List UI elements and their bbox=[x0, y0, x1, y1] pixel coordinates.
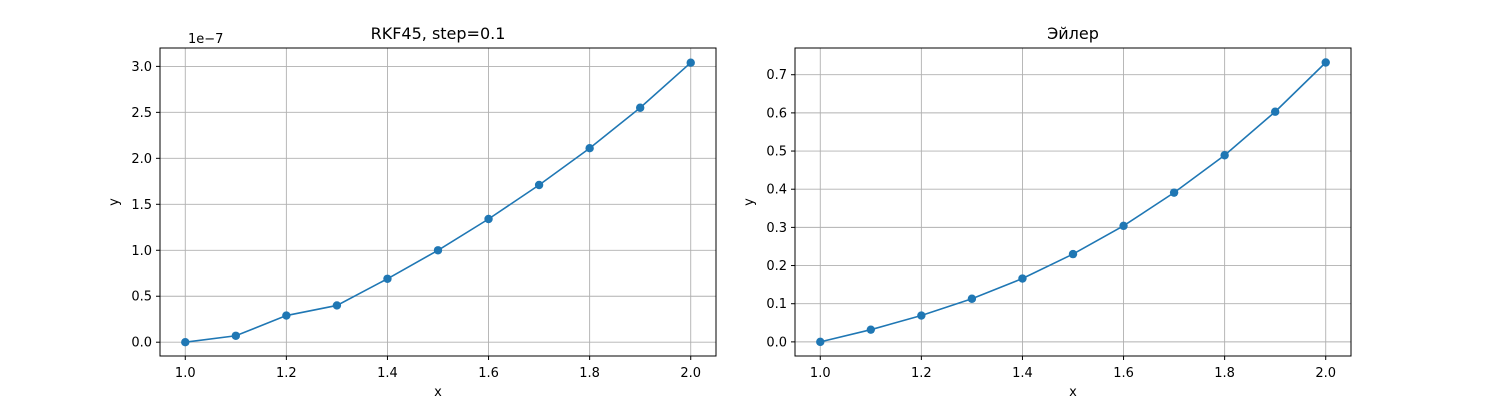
x-tick-label: 1.6 bbox=[1113, 366, 1134, 381]
data-point bbox=[332, 301, 342, 310]
y-tick-label: 0.2 bbox=[766, 259, 787, 274]
data-point bbox=[585, 144, 594, 153]
y-tick-label: 0.0 bbox=[131, 336, 152, 351]
data-point bbox=[1119, 221, 1128, 231]
data-point bbox=[383, 274, 392, 283]
y-offset-text: 1e−7 bbox=[188, 32, 223, 47]
x-tick-label: 1.2 bbox=[911, 366, 932, 381]
chart-title: Эйлер bbox=[1047, 24, 1099, 43]
x-tick-label: 1.4 bbox=[377, 366, 398, 381]
chart-rkf45: 1.0 1.2 1.4 1.6 1.8 2.0 0.0 0.5 1.0 1.5 2.0 2.5 3.0 R… bbox=[107, 24, 717, 400]
data-point bbox=[1018, 274, 1027, 283]
data-point bbox=[534, 180, 544, 190]
data-point bbox=[967, 294, 977, 303]
chart-euler: 1.0 1.2 1.4 1.6 1.8 2.0 0.0 0.1 0.2 0.3 0.4 0.5 0.6 0… bbox=[742, 24, 1352, 400]
x-tick-label: 1.4 bbox=[1012, 366, 1033, 381]
y-tick-label: 2.0 bbox=[131, 152, 152, 167]
data-point bbox=[1321, 58, 1330, 67]
y-tick-label: 0.6 bbox=[766, 106, 787, 121]
x-tick-label: 2.0 bbox=[1315, 366, 1336, 381]
y-tick-label: 1.0 bbox=[131, 244, 152, 259]
y-tick-label: 0.5 bbox=[131, 290, 152, 305]
x-tick-label: 1.0 bbox=[810, 366, 831, 381]
plot-frame bbox=[794, 47, 1352, 357]
data-point bbox=[686, 58, 695, 67]
data-point bbox=[1220, 151, 1229, 160]
x-axis-label: x bbox=[434, 385, 442, 400]
series-line bbox=[185, 62, 692, 344]
x-tick-label: 1.2 bbox=[276, 366, 297, 381]
data-point bbox=[181, 338, 190, 347]
y-tick-label: 0.0 bbox=[766, 335, 787, 350]
y-tick-label: 0.4 bbox=[766, 183, 787, 198]
y-tick-label: 3.0 bbox=[131, 60, 152, 75]
y-axis-label: y bbox=[742, 198, 757, 206]
series-line bbox=[820, 61, 1327, 343]
x-tick-label: 1.8 bbox=[579, 366, 600, 381]
chart-title: RKF45, step=0.1 bbox=[371, 24, 506, 43]
data-point bbox=[1270, 107, 1280, 116]
x-tick-label: 1.6 bbox=[478, 366, 499, 381]
plot-frame bbox=[159, 47, 717, 357]
data-point bbox=[484, 214, 493, 224]
x-tick-label: 2.0 bbox=[680, 366, 701, 381]
x-tick-label: 1.8 bbox=[1214, 366, 1235, 381]
data-point bbox=[1068, 249, 1078, 259]
y-tick-label: 1.5 bbox=[131, 198, 152, 213]
data-point bbox=[282, 311, 291, 320]
y-tick-label: 2.5 bbox=[131, 106, 152, 121]
x-axis-label: x bbox=[1069, 385, 1077, 400]
x-tick-label: 1.0 bbox=[175, 366, 196, 381]
data-point bbox=[1169, 188, 1179, 197]
y-axis-label: y bbox=[107, 198, 122, 206]
y-tick-label: 0.3 bbox=[766, 221, 787, 236]
y-tick-label: 0.7 bbox=[766, 68, 787, 83]
data-point bbox=[635, 103, 645, 112]
data-point bbox=[433, 246, 443, 255]
data-point bbox=[816, 337, 825, 347]
data-point bbox=[917, 311, 926, 320]
data-point bbox=[231, 331, 241, 340]
y-tick-label: 0.5 bbox=[766, 145, 787, 160]
y-tick-label: 0.1 bbox=[766, 297, 787, 312]
data-point bbox=[866, 325, 876, 334]
